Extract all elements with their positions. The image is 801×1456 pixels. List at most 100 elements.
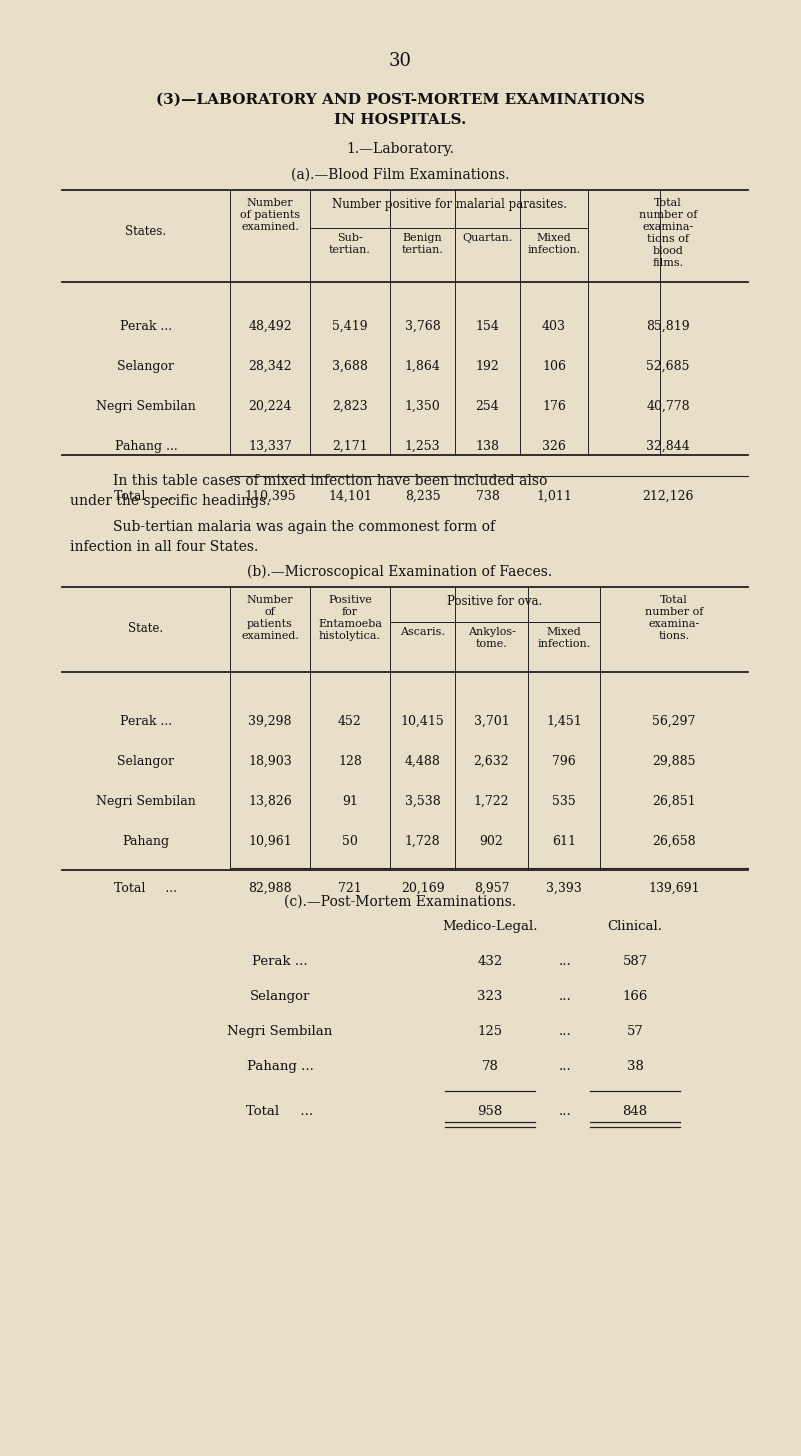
Text: 1,722: 1,722 (473, 795, 509, 808)
Text: Negri Sembilan: Negri Sembilan (227, 1025, 332, 1038)
Text: Total     ...: Total ... (115, 882, 178, 895)
Text: 128: 128 (338, 756, 362, 767)
Text: Entamoeba: Entamoeba (318, 619, 382, 629)
Text: 1,864: 1,864 (405, 360, 441, 373)
Text: examined.: examined. (241, 630, 299, 641)
Text: 48,492: 48,492 (248, 320, 292, 333)
Text: blood: blood (653, 246, 683, 256)
Text: Perak ...: Perak ... (120, 715, 172, 728)
Text: Ascaris.: Ascaris. (400, 628, 445, 638)
Text: 326: 326 (542, 440, 566, 453)
Text: Number: Number (247, 198, 293, 208)
Text: 57: 57 (626, 1025, 643, 1038)
Text: 110,395: 110,395 (244, 491, 296, 502)
Text: 958: 958 (477, 1105, 502, 1118)
Text: Perak ...: Perak ... (120, 320, 172, 333)
Text: 40,778: 40,778 (646, 400, 690, 414)
Text: for: for (342, 607, 358, 617)
Text: 138: 138 (476, 440, 500, 453)
Text: 28,342: 28,342 (248, 360, 292, 373)
Text: under the specific headings.: under the specific headings. (70, 494, 271, 508)
Text: 3,768: 3,768 (405, 320, 441, 333)
Text: tions of: tions of (647, 234, 689, 245)
Text: Total     ...: Total ... (247, 1105, 313, 1118)
Text: (c).—Post-Mortem Examinations.: (c).—Post-Mortem Examinations. (284, 895, 516, 909)
Text: Pahang: Pahang (123, 834, 170, 847)
Text: Number: Number (247, 596, 293, 606)
Text: 4,488: 4,488 (405, 756, 441, 767)
Text: examina-: examina- (642, 221, 694, 232)
Text: IN HOSPITALS.: IN HOSPITALS. (334, 114, 466, 127)
Text: tertian.: tertian. (401, 245, 444, 255)
Text: 1,011: 1,011 (536, 491, 572, 502)
Text: 796: 796 (552, 756, 576, 767)
Text: infection in all four States.: infection in all four States. (70, 540, 258, 553)
Text: Pahang ...: Pahang ... (115, 440, 177, 453)
Text: examina-: examina- (648, 619, 699, 629)
Text: Positive: Positive (328, 596, 372, 606)
Text: 85,819: 85,819 (646, 320, 690, 333)
Text: (a).—Blood Film Examinations.: (a).—Blood Film Examinations. (291, 167, 509, 182)
Text: 39,298: 39,298 (248, 715, 292, 728)
Text: 20,224: 20,224 (248, 400, 292, 414)
Text: 29,885: 29,885 (652, 756, 696, 767)
Text: Sub-tertian malaria was again the commonest form of: Sub-tertian malaria was again the common… (113, 520, 495, 534)
Text: 166: 166 (622, 990, 648, 1003)
Text: Total: Total (654, 198, 682, 208)
Text: 212,126: 212,126 (642, 491, 694, 502)
Text: Total: Total (660, 596, 688, 606)
Text: 902: 902 (480, 834, 503, 847)
Text: Ankylos-: Ankylos- (468, 628, 515, 638)
Text: infection.: infection. (527, 245, 581, 255)
Text: Medico-Legal.: Medico-Legal. (442, 920, 537, 933)
Text: 26,851: 26,851 (652, 795, 696, 808)
Text: of: of (264, 607, 276, 617)
Text: 3,393: 3,393 (546, 882, 582, 895)
Text: 1.—Laboratory.: 1.—Laboratory. (346, 143, 454, 156)
Text: 78: 78 (481, 1060, 498, 1073)
Text: 2,823: 2,823 (332, 400, 368, 414)
Text: 13,337: 13,337 (248, 440, 292, 453)
Text: 154: 154 (476, 320, 500, 333)
Text: 611: 611 (552, 834, 576, 847)
Text: 254: 254 (476, 400, 499, 414)
Text: State.: State. (128, 622, 163, 635)
Text: 56,297: 56,297 (652, 715, 696, 728)
Text: 30: 30 (388, 52, 412, 70)
Text: In this table cases of mixed infection have been included also: In this table cases of mixed infection h… (113, 475, 547, 488)
Text: Perak ...: Perak ... (252, 955, 308, 968)
Text: Sub-: Sub- (337, 233, 363, 243)
Text: 82,988: 82,988 (248, 882, 292, 895)
Text: 721: 721 (338, 882, 362, 895)
Text: Negri Sembilan: Negri Sembilan (96, 795, 196, 808)
Text: 8,235: 8,235 (405, 491, 441, 502)
Text: 8,957: 8,957 (473, 882, 509, 895)
Text: ...: ... (558, 1105, 571, 1118)
Text: 125: 125 (477, 1025, 502, 1038)
Text: 139,691: 139,691 (648, 882, 700, 895)
Text: 14,101: 14,101 (328, 491, 372, 502)
Text: Benign: Benign (403, 233, 442, 243)
Text: 738: 738 (476, 491, 500, 502)
Text: 3,701: 3,701 (473, 715, 509, 728)
Text: Selangor: Selangor (118, 360, 175, 373)
Text: tertian.: tertian. (329, 245, 371, 255)
Text: 535: 535 (552, 795, 576, 808)
Text: histolytica.: histolytica. (319, 630, 381, 641)
Text: 432: 432 (477, 955, 502, 968)
Text: 848: 848 (622, 1105, 647, 1118)
Text: 3,688: 3,688 (332, 360, 368, 373)
Text: of patients: of patients (240, 210, 300, 220)
Text: ...: ... (558, 1060, 571, 1073)
Text: patients: patients (247, 619, 293, 629)
Text: Total     ...: Total ... (115, 491, 178, 502)
Text: 1,728: 1,728 (405, 834, 441, 847)
Text: Selangor: Selangor (118, 756, 175, 767)
Text: 10,415: 10,415 (400, 715, 445, 728)
Text: Number positive for malarial parasites.: Number positive for malarial parasites. (332, 198, 566, 211)
Text: 18,903: 18,903 (248, 756, 292, 767)
Text: Quartan.: Quartan. (462, 233, 513, 243)
Text: ...: ... (558, 955, 571, 968)
Text: examined.: examined. (241, 221, 299, 232)
Text: 403: 403 (542, 320, 566, 333)
